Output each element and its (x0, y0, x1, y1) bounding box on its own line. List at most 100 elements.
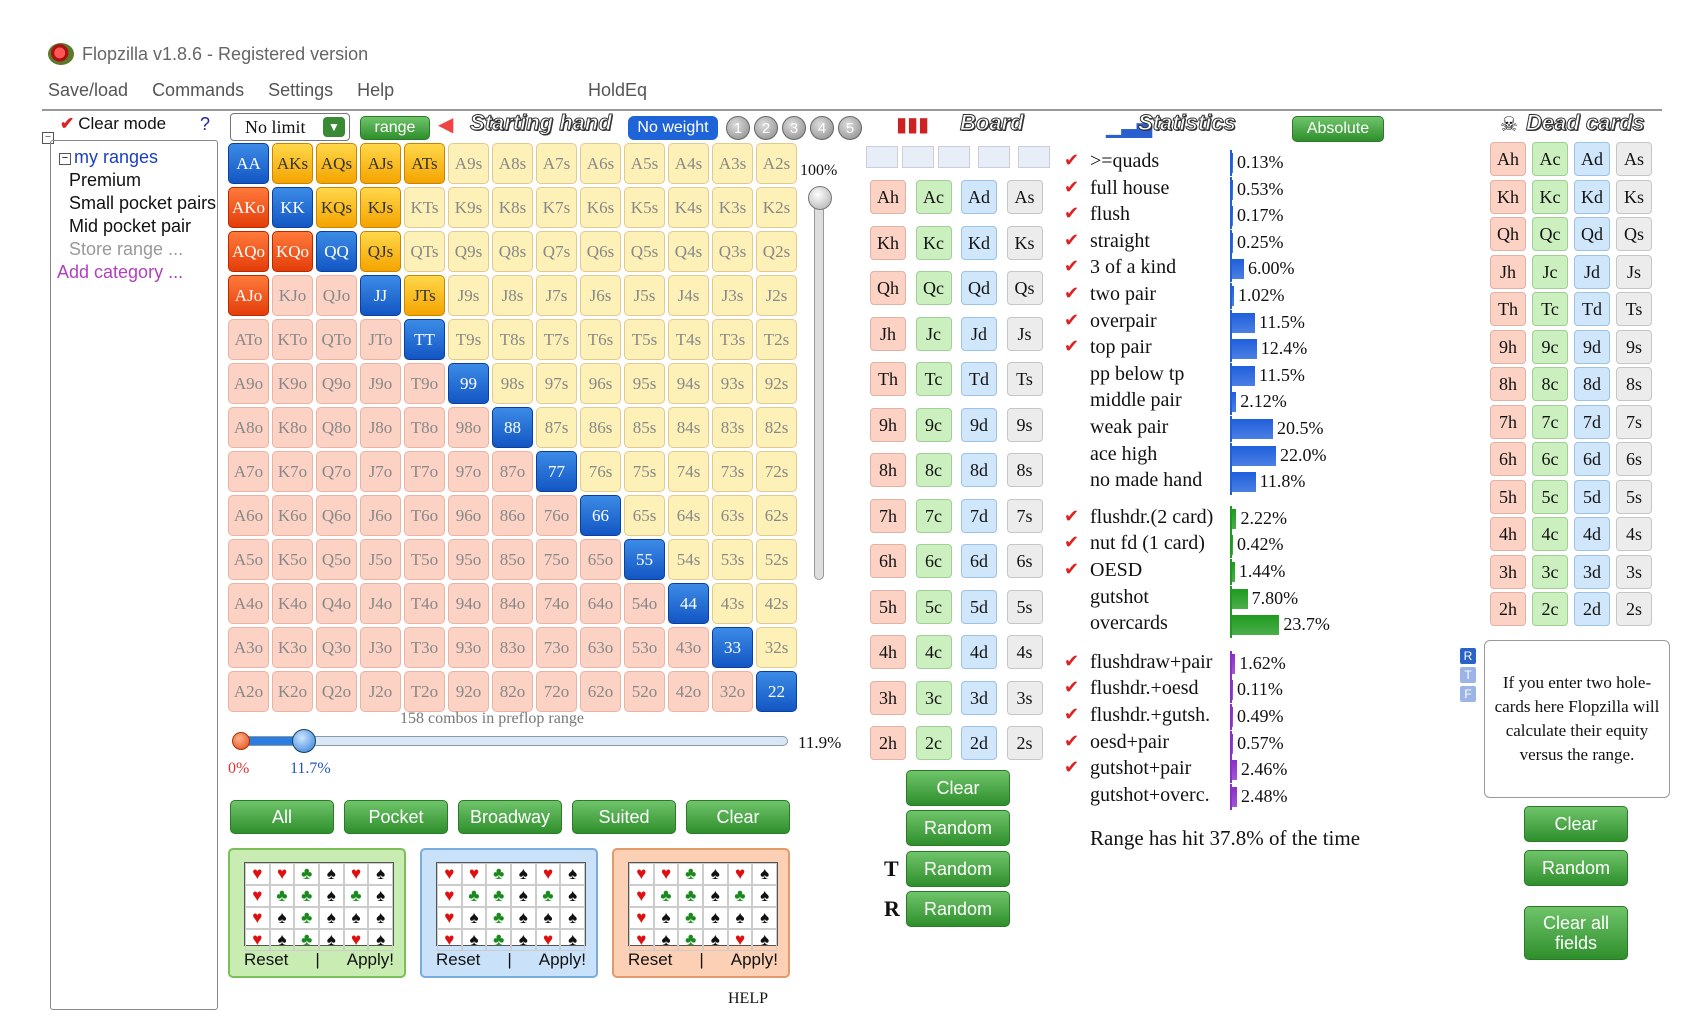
weight-1-button[interactable]: 1 (726, 116, 750, 140)
weight-3-button[interactable]: 3 (782, 116, 806, 140)
hand-cell-Q5s[interactable]: Q5s (624, 231, 665, 272)
hand-cell-K7s[interactable]: K7s (536, 187, 577, 228)
hand-cell-AJo[interactable]: AJo (228, 275, 269, 316)
board-card-5d[interactable]: 5d (961, 589, 997, 624)
suit-combo-icon[interactable]: ♠ (368, 907, 393, 929)
hand-cell-QJs[interactable]: QJs (360, 231, 401, 272)
hand-cell-K2s[interactable]: K2s (756, 187, 797, 228)
suit-combo-icon[interactable]: ♠ (702, 863, 728, 885)
suit-combo-matrix[interactable]: ♥ ♥ ♣ ♠ ♥ ♠ ♥ ♣ ♣ ♠ ♣ ♠ ♥ ♠ ♣ ♠ ♠ ♠ ♥ ♠ ♣ ♠ ♥ ♠ (436, 862, 586, 951)
checkmark-icon[interactable]: ✔ (1064, 336, 1080, 358)
suit-box-apply-button[interactable]: Apply! (346, 950, 394, 969)
hand-cell-K8s[interactable]: K8s (492, 187, 533, 228)
menu-settings[interactable]: Settings (268, 80, 334, 100)
hand-cell-94s[interactable]: 94s (668, 363, 709, 404)
suit-combo-icon[interactable]: ♠ (368, 863, 393, 885)
board-card-Th[interactable]: Th (870, 362, 906, 396)
suit-combo-icon[interactable]: ♣ (486, 907, 511, 929)
checkmark-icon[interactable]: ✔ (1064, 505, 1080, 527)
suit-combo-icon[interactable]: ♣ (294, 907, 319, 929)
tree-item-mid-pocket-pair[interactable]: Mid pocket pair (69, 216, 192, 236)
hand-cell-74s[interactable]: 74s (668, 451, 709, 492)
hand-cell-63o[interactable]: 63o (580, 627, 621, 668)
hand-cell-A6o[interactable]: A6o (228, 495, 269, 536)
suit-combo-icon[interactable]: ♠ (269, 907, 295, 929)
hand-cell-AA[interactable]: AA (228, 143, 269, 184)
hand-cell-Q2o[interactable]: Q2o (316, 671, 357, 712)
hand-cell-K6s[interactable]: K6s (580, 187, 621, 228)
hand-cell-94o[interactable]: 94o (448, 583, 489, 624)
dead-card-Ac[interactable]: Ac (1532, 142, 1568, 176)
hand-cell-J4o[interactable]: J4o (360, 583, 401, 624)
hand-cell-A4o[interactable]: A4o (228, 583, 269, 624)
board-card-Ks[interactable]: Ks (1006, 225, 1043, 260)
board-card-2c[interactable]: 2c (915, 726, 952, 760)
suit-combo-icon[interactable]: ♣ (343, 885, 369, 907)
suit-combo-icon[interactable]: ♠ (653, 907, 679, 929)
hand-cell-A7s[interactable]: A7s (536, 143, 577, 184)
dead-card-9d[interactable]: 9d (1574, 329, 1610, 364)
suit-combo-matrix[interactable]: ♥ ♥ ♣ ♠ ♥ ♠ ♥ ♣ ♣ ♠ ♣ ♠ ♥ ♠ ♣ ♠ ♠ ♠ ♥ ♠ ♣ ♠ ♥ ♠ (628, 862, 778, 951)
hand-cell-84s[interactable]: 84s (668, 407, 709, 448)
dead-card-6h[interactable]: 6h (1490, 442, 1526, 476)
suit-combo-icon[interactable]: ♥ (629, 863, 654, 885)
hand-cell-Q8o[interactable]: Q8o (316, 407, 357, 448)
suit-combo-icon[interactable]: ♥ (245, 907, 270, 929)
dead-card-7s[interactable]: 7s (1616, 404, 1652, 439)
hand-cell-Q6o[interactable]: Q6o (316, 495, 357, 536)
hand-cell-Q2s[interactable]: Q2s (756, 231, 797, 272)
hand-cell-98s[interactable]: 98s (492, 363, 533, 404)
checkmark-icon[interactable]: ✔ (1064, 704, 1080, 725)
suit-combo-icon[interactable]: ♠ (343, 907, 369, 929)
suit-combo-icon[interactable]: ♥ (653, 863, 679, 885)
dead-card-3h[interactable]: 3h (1490, 554, 1526, 589)
board-card-7s[interactable]: 7s (1006, 498, 1043, 533)
weight-4-button[interactable]: 4 (810, 116, 834, 140)
suit-combo-icon[interactable]: ♥ (727, 929, 753, 951)
checkmark-icon[interactable]: ✔ (1064, 532, 1080, 554)
menu-save-load[interactable]: Save/load (48, 80, 129, 100)
hand-cell-J9s[interactable]: J9s (448, 275, 489, 316)
suit-combo-icon[interactable]: ♥ (343, 863, 369, 885)
weight-5-button[interactable]: 5 (838, 116, 862, 140)
hand-cell-43o[interactable]: 43o (668, 627, 709, 668)
hand-cell-87s[interactable]: 87s (536, 407, 577, 448)
suit-box-apply-button[interactable]: Apply! (730, 950, 778, 969)
hand-cell-J5o[interactable]: J5o (360, 539, 401, 580)
menu-commands[interactable]: Commands (152, 80, 245, 100)
hand-cell-82o[interactable]: 82o (492, 671, 533, 712)
suit-combo-icon[interactable]: ♠ (560, 907, 585, 929)
hand-cell-KTs[interactable]: KTs (404, 187, 445, 228)
board-card-Jc[interactable]: Jc (915, 316, 952, 351)
hand-cell-Q4o[interactable]: Q4o (316, 583, 357, 624)
hand-cell-A9o[interactable]: A9o (228, 363, 269, 404)
hand-cell-K7o[interactable]: K7o (272, 451, 313, 492)
help-link[interactable]: HELP (728, 990, 768, 1007)
range-button[interactable]: range (360, 116, 430, 140)
hand-cell-J6s[interactable]: J6s (580, 275, 621, 316)
hand-cell-99[interactable]: 99 (448, 363, 489, 404)
board-card-6h[interactable]: 6h (870, 544, 906, 578)
hand-cell-J9o[interactable]: J9o (360, 363, 401, 404)
suit-combo-icon[interactable]: ♠ (752, 863, 777, 885)
hand-cell-72o[interactable]: 72o (536, 671, 577, 712)
dead-card-Qs[interactable]: Qs (1616, 217, 1652, 251)
hand-cell-Q9s[interactable]: Q9s (448, 231, 489, 272)
board-card-6c[interactable]: 6c (915, 544, 952, 578)
suit-combo-icon[interactable]: ♥ (629, 907, 654, 929)
suit-combo-icon[interactable]: ♥ (245, 863, 270, 885)
hand-cell-92s[interactable]: 92s (756, 363, 797, 404)
hand-cell-Q3o[interactable]: Q3o (316, 627, 357, 668)
range-slider-max-handle[interactable] (292, 729, 317, 753)
hand-cell-AJs[interactable]: AJs (360, 143, 401, 184)
tree-item-premium[interactable]: Premium (69, 170, 142, 190)
hand-cell-T3o[interactable]: T3o (404, 627, 445, 668)
hand-cell-K9s[interactable]: K9s (448, 187, 489, 228)
weight-slider-handle[interactable] (808, 186, 832, 210)
dead-card-8d[interactable]: 8d (1574, 367, 1610, 401)
suit-combo-icon[interactable]: ♠ (510, 907, 536, 929)
dead-card-2h[interactable]: 2h (1490, 592, 1526, 626)
hand-cell-QJo[interactable]: QJo (316, 275, 357, 316)
hand-cell-Q4s[interactable]: Q4s (668, 231, 709, 272)
hand-cell-T7s[interactable]: T7s (536, 319, 577, 360)
